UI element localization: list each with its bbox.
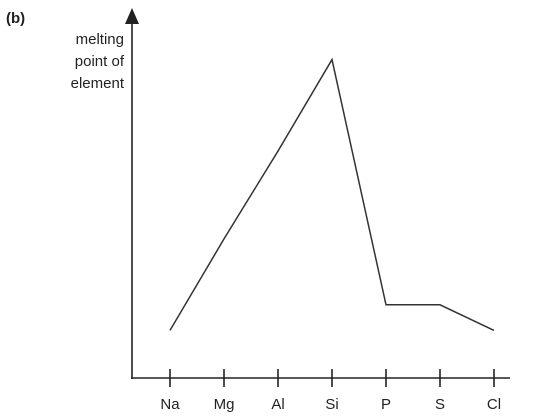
x-tick-label: S xyxy=(435,396,445,413)
x-tick-label: Si xyxy=(325,396,338,413)
x-tick-label: P xyxy=(381,396,391,413)
y-axis-label: point of xyxy=(75,53,125,70)
panel-label: (b) xyxy=(6,10,25,27)
y-axis-label: melting xyxy=(76,31,124,48)
x-tick-label: Al xyxy=(271,396,284,413)
y-axis-arrow xyxy=(125,8,139,24)
y-axis-label: element xyxy=(71,75,125,92)
data-line xyxy=(169,57,495,332)
x-tick-label: Na xyxy=(160,396,180,413)
x-tick-label: Cl xyxy=(487,396,501,413)
x-tick-label: Mg xyxy=(214,396,235,413)
